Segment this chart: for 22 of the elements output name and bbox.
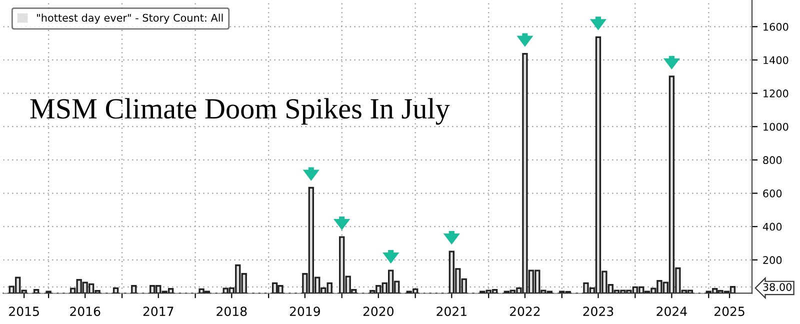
y-tick-label: 1000 bbox=[764, 122, 788, 131]
x-tick-label: 2019 bbox=[290, 306, 320, 316]
x-tick-label: 2016 bbox=[70, 306, 100, 316]
x-tick-label: 2024 bbox=[656, 306, 687, 316]
x-tick-label: 2017 bbox=[143, 306, 174, 316]
x-tick-label: 2021 bbox=[436, 306, 466, 316]
y-tick-label: 1200 bbox=[764, 90, 788, 98]
x-tick-label: 2018 bbox=[216, 306, 247, 316]
text: MSM Climate Doom Spikes In July bbox=[30, 98, 450, 125]
x-tick-label: 2025 bbox=[714, 306, 744, 316]
x-tick-label: 2020 bbox=[363, 306, 394, 316]
y-tick-label: 1400 bbox=[764, 56, 788, 64]
y-tick-label: 800 bbox=[763, 156, 782, 164]
y-tick-label: 1600 bbox=[764, 22, 788, 31]
legend-label: "hottest day ever" - Story Count: All bbox=[37, 14, 223, 24]
x-tick-label: 2022 bbox=[510, 306, 540, 316]
y-tick-label: 400 bbox=[762, 222, 782, 231]
y-tick-label: 38.00 bbox=[763, 283, 792, 291]
y-tick-label: 600 bbox=[763, 189, 782, 198]
x-tick-label: 2023 bbox=[583, 306, 614, 316]
x-tick-label: 2015 bbox=[9, 306, 39, 316]
y-tick-label: 200 bbox=[763, 256, 782, 264]
